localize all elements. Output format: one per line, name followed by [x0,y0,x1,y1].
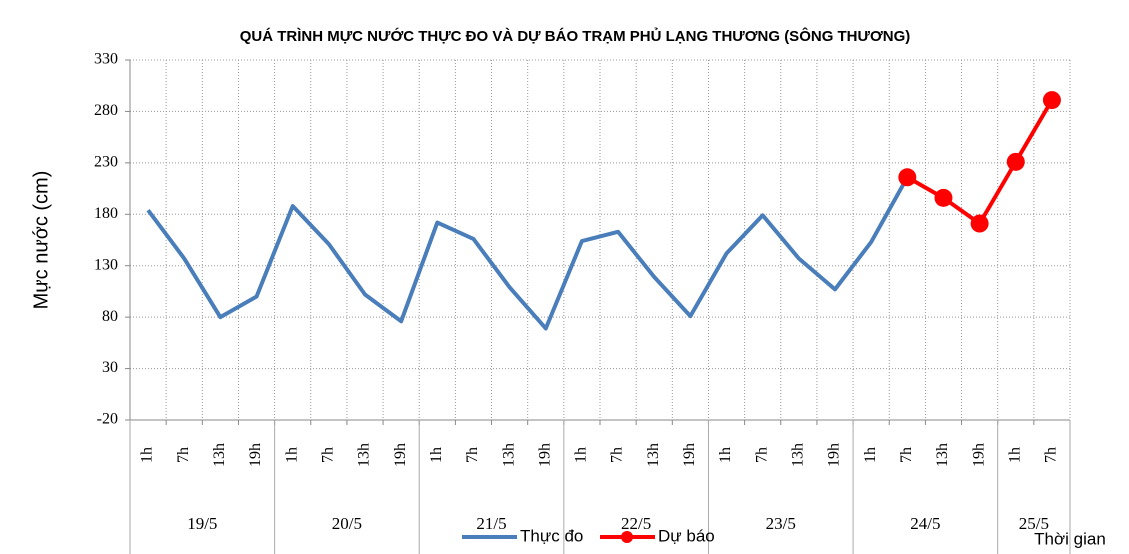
x-tick-label: 1h [862,447,879,463]
y-axis-label: Mực nước (cm) [30,171,52,310]
x-tick-label: 13h [356,443,373,467]
x-tick-label: 1h [428,447,445,463]
x-group-label: 25/5 [1019,514,1049,533]
x-tick-label: 1h [139,447,156,463]
x-group-label: 19/5 [187,514,217,533]
x-tick-label: 19h [681,443,698,467]
series-marker [934,188,953,207]
x-group-label: 24/5 [910,514,940,533]
legend-marker [621,531,633,543]
x-tick-label: 13h [934,443,951,467]
x-tick-label: 7h [175,447,192,463]
y-tick-label: 180 [94,205,118,222]
x-tick-label: 7h [609,447,626,463]
y-tick-label: 130 [94,256,118,273]
x-group-label: 21/5 [476,514,506,533]
x-tick-label: 7h [320,447,337,463]
x-tick-label: 7h [753,447,770,463]
x-tick-label: 19h [392,443,409,467]
series-marker [1006,152,1025,171]
legend-label: Thực đo [520,526,583,545]
x-tick-label: 13h [211,443,228,467]
y-tick-label: 280 [94,102,118,119]
x-tick-label: 7h [898,447,915,463]
x-tick-label: 13h [790,443,807,467]
x-tick-label: 1h [717,447,734,463]
y-tick-label: -20 [97,411,118,428]
x-group-label: 20/5 [332,514,362,533]
x-tick-label: 19h [536,443,553,467]
series-marker [898,168,917,187]
legend-label: Dự báo [658,526,715,545]
series-line [146,176,910,331]
x-tick-label: 13h [645,443,662,467]
x-tick-label: 1h [573,447,590,463]
series-marker [970,214,989,233]
x-group-label: 22/5 [621,514,651,533]
x-tick-label: 7h [464,447,481,463]
y-tick-label: 80 [102,308,118,325]
y-tick-label: 30 [102,359,118,376]
x-tick-label: 7h [1043,447,1060,463]
x-tick-label: 1h [283,447,300,463]
series-marker [1042,91,1061,110]
x-tick-label: 13h [500,443,517,467]
y-tick-label: 230 [94,154,118,171]
chart-title: QUÁ TRÌNH MỰC NƯỚC THỰC ĐO VÀ DỰ BÁO TRẠ… [240,27,911,45]
x-tick-label: 1h [1006,447,1023,463]
x-group-label: 23/5 [766,514,796,533]
x-tick-label: 19h [970,443,987,467]
x-tick-label: 19h [826,443,843,467]
y-tick-label: 330 [94,51,118,68]
x-tick-label: 19h [247,443,264,467]
